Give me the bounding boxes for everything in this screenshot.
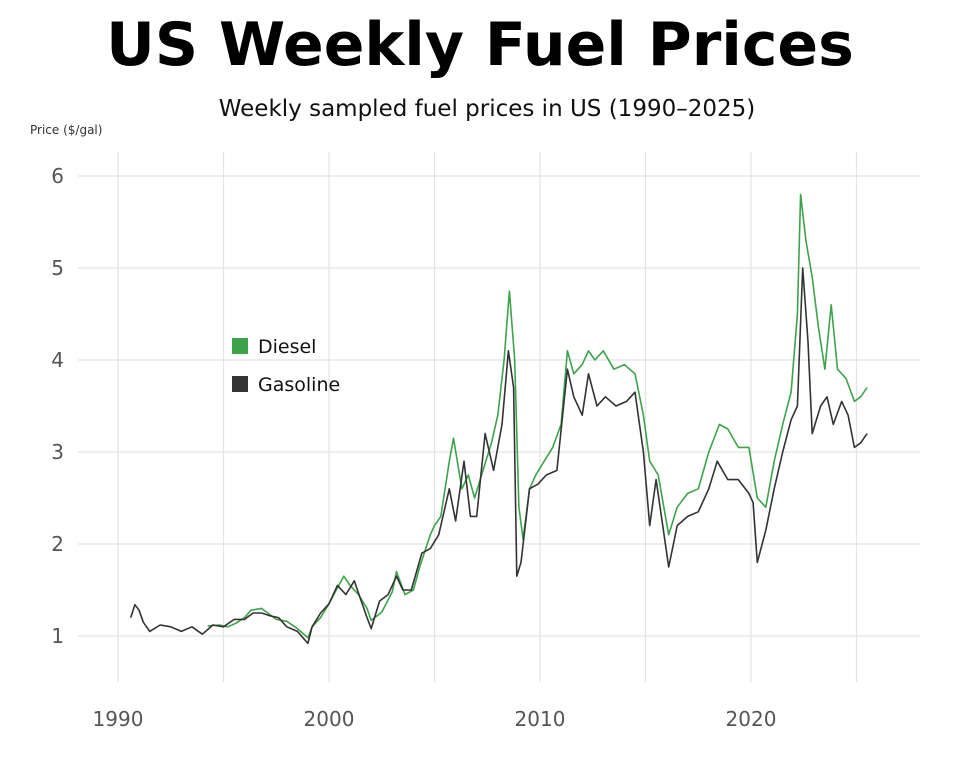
y-tick-label: 3	[51, 440, 64, 464]
series-line-diesel	[207, 193, 868, 639]
y-tick-label: 4	[51, 348, 64, 372]
x-tick-label: 2020	[726, 707, 777, 731]
legend: Diesel Gasoline	[232, 336, 340, 396]
axes: 1 2 3 4 5 6 1990 2000 2010 2020	[51, 164, 776, 731]
chart-title: US Weekly Fuel Prices	[106, 10, 854, 80]
grid	[78, 152, 920, 682]
legend-label-gasoline: Gasoline	[258, 374, 340, 396]
legend-swatch-diesel	[232, 338, 248, 354]
y-tick-label: 2	[51, 532, 64, 556]
series-lines	[129, 193, 868, 645]
legend-label-diesel: Diesel	[258, 336, 316, 358]
chart-subtitle: Weekly sampled fuel prices in US (1990–2…	[218, 96, 756, 122]
y-axis-label: Price ($/gal)	[30, 123, 102, 137]
series-line-gasoline	[129, 267, 868, 645]
x-tick-label: 2000	[304, 707, 355, 731]
x-tick-label: 2010	[515, 707, 566, 731]
y-tick-label: 5	[51, 256, 64, 280]
legend-swatch-gasoline	[232, 376, 248, 392]
y-tick-label: 1	[51, 624, 64, 648]
x-tick-label: 1990	[93, 707, 144, 731]
y-tick-label: 6	[51, 164, 64, 188]
